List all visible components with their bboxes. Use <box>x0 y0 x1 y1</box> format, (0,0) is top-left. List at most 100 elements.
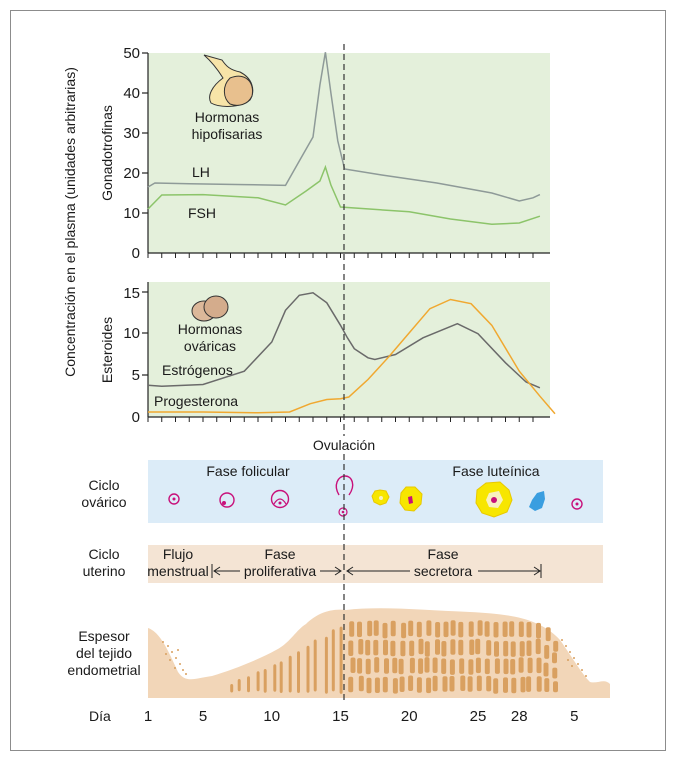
proliferative-arrow <box>211 564 342 578</box>
gland <box>273 664 277 692</box>
gland <box>367 620 373 637</box>
gland <box>279 661 283 693</box>
gland <box>484 621 490 637</box>
gland <box>373 639 379 656</box>
ytick-label: 20 <box>123 165 140 182</box>
gland <box>365 658 371 675</box>
uterine-cycle-label-line1: Ciclo <box>88 546 119 562</box>
menstrual-label-line2: menstrual <box>147 563 208 579</box>
gland <box>348 640 354 656</box>
gland <box>424 641 430 657</box>
corpus-albicans-icon <box>529 491 545 511</box>
gland <box>553 681 558 693</box>
gland <box>306 645 310 693</box>
gland <box>409 657 415 674</box>
gland <box>408 620 414 637</box>
gland <box>331 629 335 692</box>
gland <box>348 676 354 693</box>
day-axis-ticks: 1 5 10 15 20 25 28 5 <box>144 708 579 725</box>
gland <box>374 677 380 693</box>
mature-corpus-luteum-icon <box>475 481 513 518</box>
ytick-label: 0 <box>132 245 140 262</box>
gland <box>357 621 362 638</box>
ytick-label: 10 <box>123 205 140 222</box>
gland <box>432 675 438 692</box>
series-label-fsh: FSH <box>188 205 216 221</box>
gland <box>503 640 509 657</box>
gland <box>366 677 372 694</box>
uterine-cycle-label-line2: uterino <box>83 563 126 579</box>
gland <box>398 658 404 675</box>
day-tick-label: 28 <box>511 708 528 725</box>
gland <box>358 639 364 655</box>
gland <box>416 621 422 638</box>
gland <box>475 638 481 655</box>
ovarian-label-line2: ováricas <box>184 338 236 354</box>
gland <box>520 676 526 693</box>
gland <box>503 677 508 693</box>
gland <box>426 620 432 636</box>
gland <box>510 641 516 657</box>
gland <box>468 659 474 675</box>
gland <box>392 678 398 694</box>
progesterone-line <box>148 298 556 415</box>
ovulation-label-bg <box>305 436 383 454</box>
ytick-label: 30 <box>123 125 140 142</box>
endometrium-label-line3: endometrial <box>67 662 140 678</box>
series-label-lh: LH <box>192 164 210 180</box>
steroid-yticks: 15 10 5 0 <box>123 285 140 426</box>
gland <box>527 657 533 674</box>
primary-follicle-icon <box>168 493 180 505</box>
steroid-axes <box>142 282 550 418</box>
gland <box>365 639 371 656</box>
steroid-panel: Esteroides 15 10 5 0 Hormonas ováricas E… <box>99 282 556 426</box>
gland <box>358 675 364 692</box>
gland <box>350 657 356 673</box>
gland <box>441 658 447 674</box>
gland <box>544 645 550 659</box>
gland <box>373 620 379 636</box>
endometrial-glands <box>230 620 559 694</box>
secretory-label-line1: Fase <box>427 546 458 562</box>
pituitary-gland-icon <box>203 54 254 107</box>
proliferative-label-line2: proliferativa <box>244 563 317 579</box>
gland <box>552 652 557 664</box>
gland <box>443 621 449 638</box>
gland <box>544 678 550 692</box>
gland <box>288 655 292 693</box>
day-tick-label: 20 <box>401 708 418 725</box>
gland <box>390 640 396 657</box>
uterine-cycle-band: Ciclo uterino Flujo menstrual Fase proli… <box>83 545 603 583</box>
day-tick-label: 1 <box>144 708 152 725</box>
gland <box>469 639 475 655</box>
ytick-label: 0 <box>132 409 140 426</box>
gland <box>297 651 300 693</box>
gland <box>536 657 542 674</box>
ovarian-cycle-label-line2: ovárico <box>81 494 126 510</box>
gland <box>426 677 432 694</box>
gland <box>552 667 558 679</box>
gland <box>502 621 508 637</box>
gland <box>526 640 532 656</box>
gland <box>511 677 517 694</box>
gland <box>400 640 406 657</box>
gland <box>493 622 499 638</box>
gland <box>543 662 549 677</box>
endometrium-label-line2: del tejido <box>76 645 132 661</box>
gland <box>468 621 474 637</box>
steroid-ylabel: Esteroides <box>99 317 115 383</box>
gland <box>324 636 328 694</box>
day-tick-label: 10 <box>263 708 280 725</box>
new-follicle-icon <box>571 498 583 510</box>
gland <box>486 675 492 692</box>
gland <box>390 620 396 637</box>
gland <box>510 659 516 675</box>
gland <box>374 657 380 673</box>
secretory-arrow <box>346 564 542 578</box>
gland <box>449 676 455 692</box>
gland <box>435 622 441 638</box>
gland <box>263 669 267 693</box>
gland <box>494 658 500 674</box>
lh-line <box>147 52 541 202</box>
gland <box>450 639 456 655</box>
